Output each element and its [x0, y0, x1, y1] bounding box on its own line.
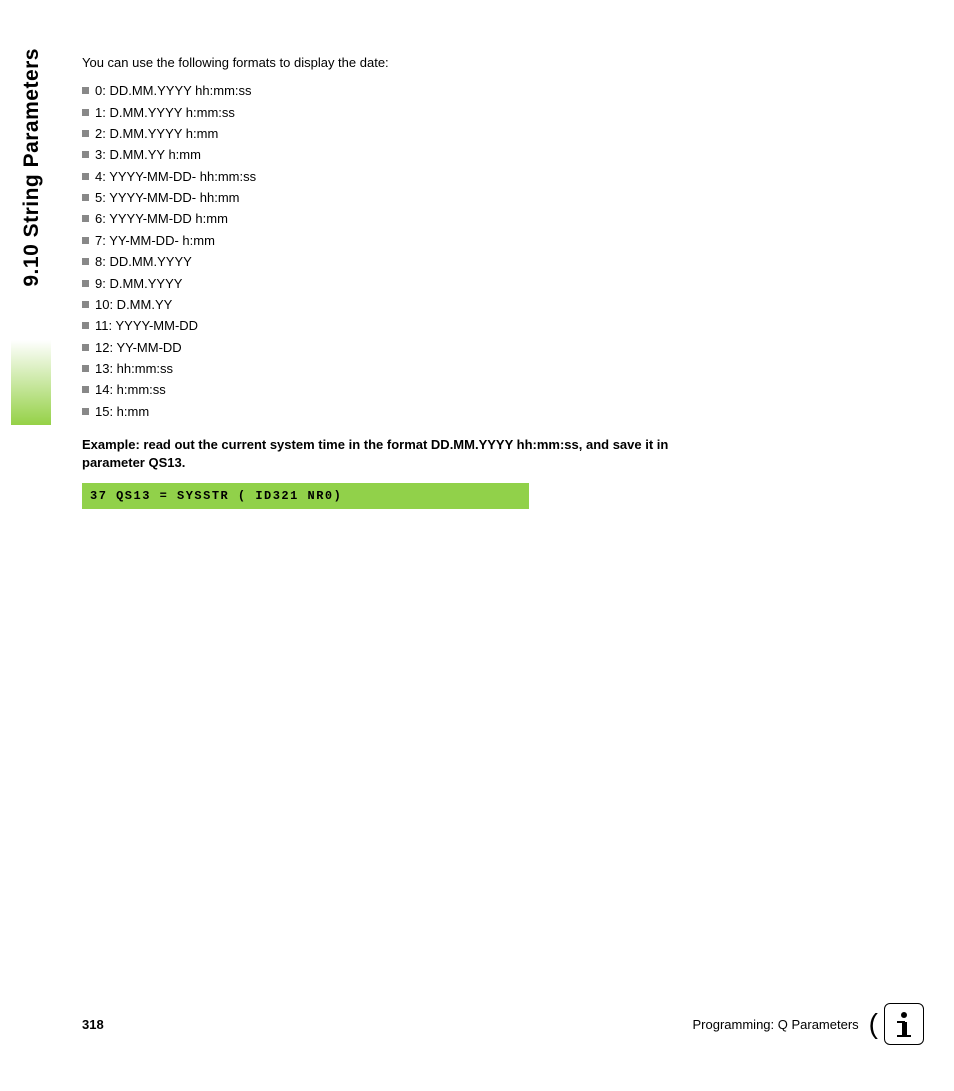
square-bullet-icon: [82, 173, 89, 180]
square-bullet-icon: [82, 280, 89, 287]
example-description: Example: read out the current system tim…: [82, 436, 682, 471]
format-item-text: 3: D.MM.YY h:mm: [95, 147, 201, 162]
format-item-text: 11: YYYY-MM-DD: [95, 318, 198, 333]
format-item-text: 1: D.MM.YYYY h:mm:ss: [95, 105, 235, 120]
format-item: 15: h:mm: [82, 401, 682, 422]
format-item: 8: DD.MM.YYYY: [82, 251, 682, 272]
square-bullet-icon: [82, 151, 89, 158]
format-item-text: 13: hh:mm:ss: [95, 361, 173, 376]
format-item: 1: D.MM.YYYY h:mm:ss: [82, 101, 682, 122]
format-item-text: 7: YY-MM-DD- h:mm: [95, 233, 215, 248]
main-content: You can use the following formats to dis…: [82, 55, 682, 509]
sidebar-accent: [11, 340, 51, 425]
format-item: 0: DD.MM.YYYY hh:mm:ss: [82, 80, 682, 101]
format-list: 0: DD.MM.YYYY hh:mm:ss 1: D.MM.YYYY h:mm:…: [82, 80, 682, 422]
format-item-text: 0: DD.MM.YYYY hh:mm:ss: [95, 83, 252, 98]
format-item: 3: D.MM.YY h:mm: [82, 144, 682, 165]
square-bullet-icon: [82, 344, 89, 351]
format-item: 6: YYYY-MM-DD h:mm: [82, 208, 682, 229]
format-item-text: 2: D.MM.YYYY h:mm: [95, 126, 218, 141]
info-icon: [884, 1003, 924, 1045]
format-item-text: 10: D.MM.YY: [95, 297, 172, 312]
page-footer: 318 Programming: Q Parameters (: [82, 1003, 924, 1045]
square-bullet-icon: [82, 301, 89, 308]
format-item-text: 8: DD.MM.YYYY: [95, 254, 192, 269]
footer-section-text: Programming: Q Parameters: [693, 1017, 859, 1032]
code-example: 37 QS13 = SYSSTR ( ID321 NR0): [82, 483, 529, 509]
format-item-text: 15: h:mm: [95, 404, 149, 419]
square-bullet-icon: [82, 194, 89, 201]
format-item-text: 6: YYYY-MM-DD h:mm: [95, 211, 228, 226]
square-bullet-icon: [82, 365, 89, 372]
square-bullet-icon: [82, 322, 89, 329]
square-bullet-icon: [82, 109, 89, 116]
format-item-text: 5: YYYY-MM-DD- hh:mm: [95, 190, 239, 205]
bracket-decoration: (: [869, 1008, 878, 1040]
format-item: 4: YYYY-MM-DD- hh:mm:ss: [82, 166, 682, 187]
format-item: 2: D.MM.YYYY h:mm: [82, 123, 682, 144]
format-item: 12: YY-MM-DD: [82, 337, 682, 358]
square-bullet-icon: [82, 87, 89, 94]
format-item-text: 4: YYYY-MM-DD- hh:mm:ss: [95, 169, 256, 184]
section-heading: 9.10 String Parameters: [20, 48, 44, 287]
format-item: 14: h:mm:ss: [82, 379, 682, 400]
format-item: 5: YYYY-MM-DD- hh:mm: [82, 187, 682, 208]
format-item-text: 12: YY-MM-DD: [95, 340, 182, 355]
square-bullet-icon: [82, 130, 89, 137]
format-item-text: 14: h:mm:ss: [95, 382, 166, 397]
format-item: 9: D.MM.YYYY: [82, 272, 682, 293]
footer-right: Programming: Q Parameters (: [693, 1003, 925, 1045]
page-number: 318: [82, 1017, 104, 1032]
square-bullet-icon: [82, 215, 89, 222]
format-item-text: 9: D.MM.YYYY: [95, 276, 182, 291]
square-bullet-icon: [82, 237, 89, 244]
format-item: 11: YYYY-MM-DD: [82, 315, 682, 336]
square-bullet-icon: [82, 258, 89, 265]
format-item: 10: D.MM.YY: [82, 294, 682, 315]
format-item: 13: hh:mm:ss: [82, 358, 682, 379]
square-bullet-icon: [82, 386, 89, 393]
intro-paragraph: You can use the following formats to dis…: [82, 55, 682, 70]
square-bullet-icon: [82, 408, 89, 415]
format-item: 7: YY-MM-DD- h:mm: [82, 230, 682, 251]
